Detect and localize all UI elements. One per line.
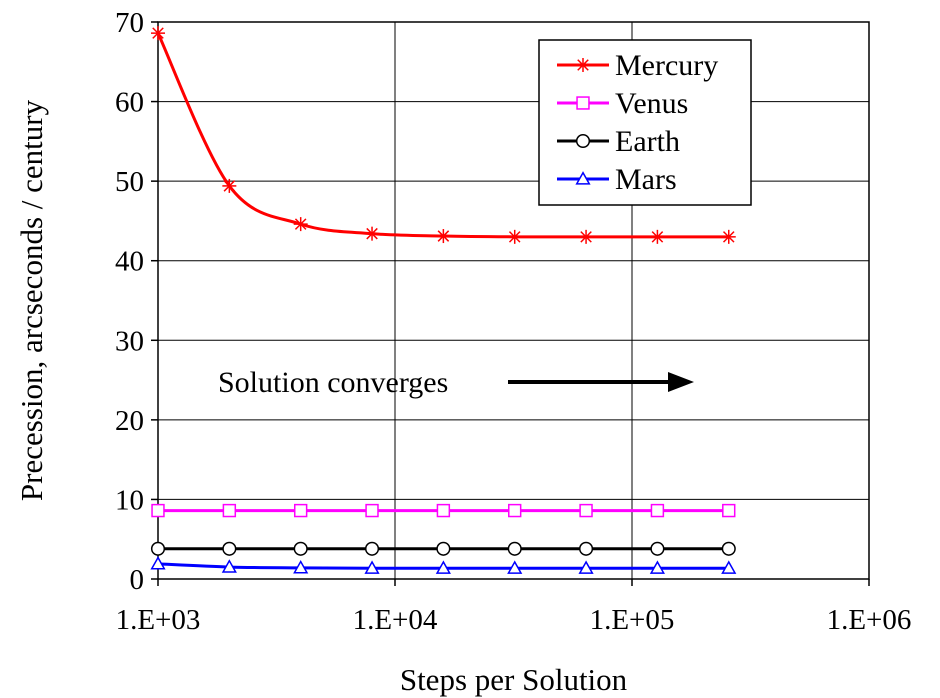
y-tick-label: 20 (115, 405, 144, 437)
point-mercury (293, 217, 308, 232)
plot-frame (157, 21, 870, 580)
y-tick-label: 10 (115, 484, 144, 516)
point-mars (721, 560, 737, 574)
x-tick-label: 1.E+03 (116, 604, 201, 636)
y-tick-label: 0 (130, 564, 145, 596)
point-earth (507, 541, 522, 556)
point-venus (365, 503, 379, 518)
y-tick-label: 30 (115, 325, 144, 357)
point-earth (436, 541, 451, 556)
point-venus (722, 503, 736, 518)
point-earth (650, 541, 665, 556)
axes: 0 10 20 30 40 50 60 70 1.E+03 1.E+04 1.E+05 1.E+06 S… (14, 7, 911, 697)
point-earth (579, 541, 594, 556)
point-venus (508, 503, 522, 518)
point-mars (221, 559, 237, 573)
legend-marker-mars (575, 171, 591, 185)
y-axis-title: Precession, arcseconds / century (14, 99, 49, 501)
point-mars (293, 560, 309, 574)
point-venus (436, 503, 451, 518)
point-mercury (365, 226, 380, 241)
legend-entry-mercury: Mercury (557, 49, 718, 82)
y-tick-label: 50 (115, 166, 144, 198)
x-tick-label: 1.E+05 (590, 604, 675, 636)
point-venus (222, 503, 237, 518)
point-earth (364, 541, 380, 556)
point-mercury (650, 229, 665, 244)
x-tick-label: 1.E+06 (827, 604, 912, 636)
point-mercury (721, 229, 736, 244)
y-tick-label: 40 (115, 246, 144, 278)
legend-entry-mars: Mars (557, 163, 677, 196)
point-mercury (579, 229, 594, 244)
point-mars (649, 560, 665, 574)
point-venus (650, 503, 665, 518)
legend-entry-earth: Earth (557, 125, 680, 158)
point-mars (578, 560, 594, 574)
x-tick-label: 1.E+04 (353, 604, 438, 636)
legend-marker-venus (576, 96, 590, 110)
legend-label-mars: Mars (615, 163, 677, 196)
point-mercury (507, 229, 522, 244)
series-mars (150, 556, 737, 574)
annotation: Solution converges (218, 366, 694, 399)
y-tick-label: 70 (115, 7, 144, 39)
annotation-text: Solution converges (218, 366, 448, 399)
grid (157, 21, 870, 580)
point-earth (721, 541, 736, 556)
point-mars (507, 560, 523, 574)
series-earth (150, 541, 736, 556)
point-venus (293, 503, 308, 518)
point-venus (579, 503, 593, 518)
legend-entry-venus: Venus (557, 87, 688, 120)
x-axis-title: Steps per Solution (400, 662, 628, 697)
point-mars (150, 556, 166, 570)
point-mercury (151, 26, 165, 41)
point-earth (150, 541, 166, 556)
legend-label-venus: Venus (615, 87, 688, 120)
y-tick-label: 60 (115, 87, 144, 119)
legend-marker-mercury (576, 58, 590, 72)
point-venus (151, 503, 165, 518)
legend-label-mercury: Mercury (615, 49, 718, 82)
series-lines (150, 26, 737, 574)
point-mars (364, 560, 380, 574)
point-earth (293, 541, 308, 556)
point-mercury (436, 229, 451, 244)
series-mercury (151, 26, 736, 244)
point-mercury (222, 178, 237, 193)
legend-marker-earth (575, 133, 591, 149)
series-venus (151, 503, 736, 518)
annotation-arrow-head (668, 372, 694, 392)
legend-label-earth: Earth (615, 125, 680, 158)
point-mars (435, 560, 451, 574)
point-earth (222, 541, 237, 556)
legend: Mercury Venus Earth Mars (538, 39, 752, 206)
